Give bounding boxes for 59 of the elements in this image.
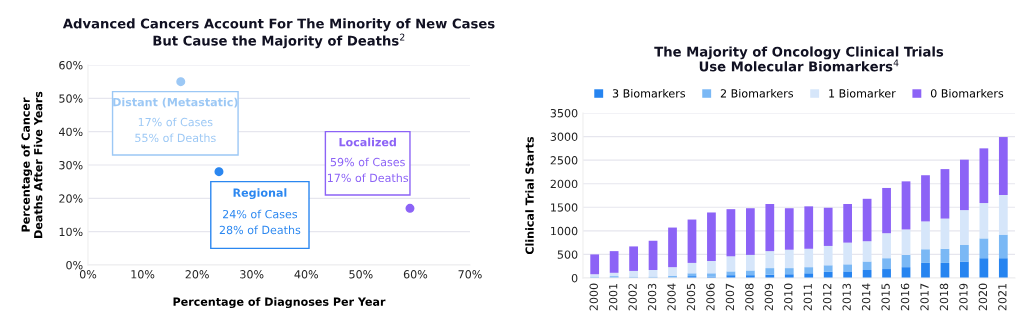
x-tick-label: 70% xyxy=(458,270,482,279)
x-tick-label: 2003 xyxy=(647,283,657,311)
x-tick-label: 2020 xyxy=(978,283,988,311)
legend-label: 3 Biomarkers xyxy=(612,88,686,98)
x-tick-label: 0% xyxy=(79,270,97,279)
y-tick-label: 50% xyxy=(59,94,83,103)
y-tick-label: 500 xyxy=(557,250,578,259)
legend-label: 1 Biomarker xyxy=(829,88,896,98)
x-tick-label: 50% xyxy=(349,270,373,279)
y-tick-label: 0% xyxy=(66,260,83,270)
chart-title: The Majority of Oncology Clinical Trials Use Molecular Biomarkers$^{4}$ xyxy=(654,46,944,72)
x-tick-label: 2004 xyxy=(667,283,676,311)
y-tick-label: 30% xyxy=(59,160,83,170)
x-tick-label: 2002 xyxy=(628,283,637,311)
annotation: 59% of Cases 17% of Deaths xyxy=(327,157,409,183)
x-tick-label: 2009 xyxy=(764,283,774,311)
y-tick-label: 10% xyxy=(59,227,83,237)
annotation: 17% of Cases 55% of Deaths xyxy=(135,117,216,143)
annotation: 24% of Cases 28% of Deaths xyxy=(219,209,301,235)
legend-label: 0 Biomarkers xyxy=(930,88,1004,98)
x-tick-label: 40% xyxy=(294,270,319,279)
x-tick-label: 2010 xyxy=(784,283,793,311)
x-tick-label: 2019 xyxy=(959,283,968,311)
x-axis-title: Percentage of Diagnoses Per Year xyxy=(173,297,386,309)
x-tick-label: 2007 xyxy=(725,283,735,311)
y-tick-label: 3500 xyxy=(550,108,578,118)
y-axis-title: Percentage of Cancer Deaths After Five Years xyxy=(21,91,43,238)
text: Localized xyxy=(339,137,396,147)
y-tick-label: 2000 xyxy=(550,179,578,189)
x-tick-label: 2000 xyxy=(589,283,598,311)
x-tick-label: 2005 xyxy=(686,283,696,311)
x-tick-label: 20% xyxy=(185,270,209,279)
series-label: Regional xyxy=(233,188,287,200)
y-tick-label: 2500 xyxy=(550,156,578,165)
y-tick-label: 40% xyxy=(58,127,83,137)
x-tick-label: 2013 xyxy=(842,283,851,311)
x-tick-label: 2011 xyxy=(803,283,812,311)
y-tick-label: 60% xyxy=(59,60,83,70)
y-tick-label: 1500 xyxy=(551,203,578,212)
x-tick-label: 2014 xyxy=(861,283,871,311)
y-tick-label: 0 xyxy=(571,273,578,283)
x-tick-label: 2006 xyxy=(706,283,715,311)
x-tick-label: 2008 xyxy=(745,283,754,311)
x-tick-label: 2017 xyxy=(920,283,929,311)
x-tick-label: 2021 xyxy=(998,283,1007,311)
legend-label: 2 Biomarkers xyxy=(720,88,794,98)
x-tick-label: 2016 xyxy=(900,283,910,311)
x-tick-label: 2001 xyxy=(608,283,618,311)
y-tick-label: 20% xyxy=(59,194,83,203)
x-tick-label: 30% xyxy=(240,270,264,279)
x-tick-label: 2015 xyxy=(881,283,890,311)
chart-title: Advanced Cancers Account For The Minority of New Cases But Cause the Majority of Deaths$^{2}$ xyxy=(62,18,495,49)
y-axis-title: Clinical Trial Starts xyxy=(525,136,534,255)
x-tick-label: 10% xyxy=(131,270,155,279)
x-tick-label: 60% xyxy=(403,270,428,279)
x-tick-label: 2012 xyxy=(823,283,832,311)
x-tick-label: 2018 xyxy=(939,283,949,311)
y-tick-label: 3000 xyxy=(550,132,578,141)
y-tick-label: 1000 xyxy=(551,226,578,236)
